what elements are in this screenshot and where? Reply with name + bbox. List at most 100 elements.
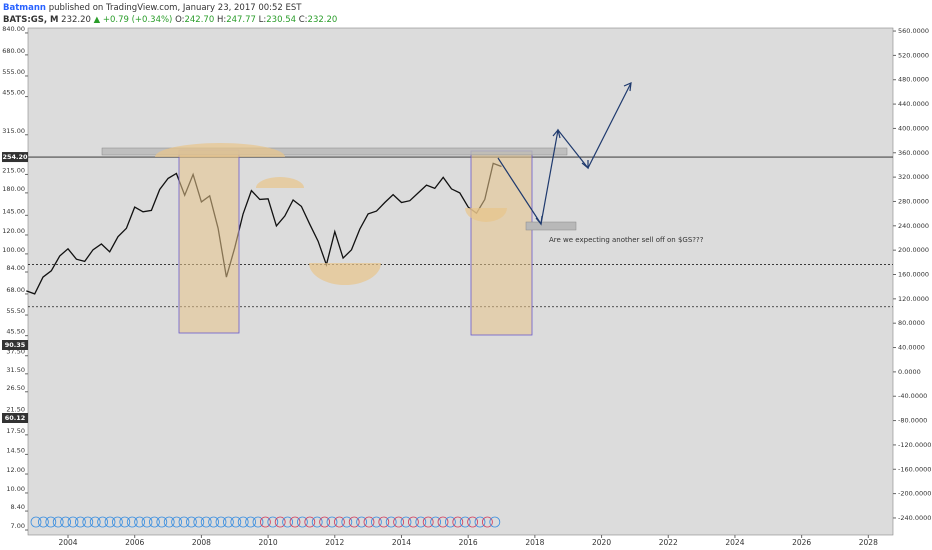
arc — [155, 143, 285, 157]
y-tick-label: 12.00 — [6, 466, 25, 474]
y2-tick-label: 520.0000 — [898, 51, 929, 59]
x-tick-label: 2010 — [259, 538, 278, 547]
o-label: O: — [175, 15, 184, 25]
y2-tick-label: 0.0000 — [898, 368, 921, 376]
indicator-circle — [444, 516, 456, 528]
y-tick-label: 14.50 — [6, 446, 25, 454]
y-tick-label: 180.00 — [2, 185, 25, 193]
y2-tick-label: -120.0000 — [898, 441, 931, 449]
indicator-circle — [126, 516, 138, 528]
highlight-box — [470, 150, 533, 336]
x-tick-label: 2026 — [792, 538, 811, 547]
y-tick-label: 21.50 — [6, 405, 25, 413]
y2-tick-label: -160.0000 — [898, 465, 931, 473]
indicator-circle — [185, 516, 197, 528]
high: 247.77 — [226, 15, 256, 25]
indicator-circle — [400, 516, 412, 528]
y2-tick-label: 360.0000 — [898, 149, 929, 157]
indicator-circle — [259, 516, 271, 528]
x-tick-label: 2020 — [592, 538, 611, 547]
plot-area — [27, 27, 894, 536]
indicator-circle — [141, 516, 153, 528]
indicator-circle — [326, 516, 338, 528]
indicator-circle — [311, 516, 323, 528]
indicator-circle — [304, 516, 316, 528]
y2-tick-label: -40.0000 — [898, 392, 927, 400]
x-tick-label: 2016 — [459, 538, 478, 547]
y-tick-label: 17.50 — [6, 427, 25, 435]
indicator-circle — [52, 516, 64, 528]
indicator-circle — [481, 516, 493, 528]
indicator-circle — [67, 516, 79, 528]
y-tick-label: 120.00 — [2, 227, 25, 235]
highlight-box — [178, 149, 240, 334]
price-label-box — [2, 152, 28, 163]
y-tick-label: 26.50 — [6, 384, 25, 392]
indicator-circle — [282, 516, 294, 528]
indicator-circle — [467, 516, 479, 528]
h-label: H: — [217, 15, 226, 25]
c-label: C: — [299, 15, 308, 25]
y-tick-label: 840.00 — [2, 25, 25, 33]
symbol: BATS:GS, M — [3, 15, 58, 25]
indicator-circle — [148, 516, 160, 528]
y-tick-label: 68.00 — [6, 286, 25, 294]
y-tick-label: 680.00 — [2, 47, 25, 55]
indicator-circle — [215, 516, 227, 528]
y2-tick-label: -80.0000 — [898, 417, 927, 425]
indicator-circle — [252, 516, 264, 528]
indicator-circle — [193, 516, 205, 528]
y-tick-label: 31.50 — [6, 366, 25, 374]
indicator-circle — [356, 516, 368, 528]
indicator-circle — [296, 516, 308, 528]
price-line-series — [26, 162, 502, 295]
indicator-circle — [45, 516, 57, 528]
indicator-circle — [363, 516, 375, 528]
y-tick-label: 7.00 — [11, 522, 25, 530]
y-tick-label: 100.00 — [2, 246, 25, 254]
arrow-head — [535, 82, 632, 226]
header-line-2: BATS:GS, M 232.20 ▲ +0.79 (+0.34%) O:242… — [3, 15, 337, 25]
indicator-circle — [60, 516, 71, 528]
y2-tick-label: -200.0000 — [898, 490, 931, 498]
y-tick-label: 215.00 — [2, 166, 25, 174]
indicator-circle — [200, 516, 212, 528]
y2-tick-label: 480.0000 — [898, 76, 929, 84]
price-label: 60.12 — [5, 414, 26, 422]
indicator-circle — [119, 516, 131, 528]
y2-tick-label: 120.0000 — [898, 295, 929, 303]
open: 242.70 — [184, 15, 214, 25]
y-tick-label: 45.50 — [6, 328, 25, 336]
drawings — [101, 82, 632, 336]
last: 232.20 — [61, 15, 91, 25]
indicator-circle — [267, 516, 279, 528]
indicator-circle — [30, 516, 42, 528]
x-tick-label: 2006 — [125, 538, 144, 547]
x-tick-label: 2004 — [58, 538, 77, 547]
indicator-circle — [407, 516, 419, 528]
indicator-circle — [104, 516, 116, 528]
header-line-1: Batmann published on TradingView.com, Ja… — [3, 3, 302, 13]
x-tick-label: 2008 — [192, 538, 211, 547]
indicator-circle — [459, 516, 471, 528]
indicator-circle — [333, 516, 345, 528]
indicator-circle — [89, 516, 101, 528]
indicator-circle — [289, 516, 301, 528]
indicator-circle — [237, 516, 249, 528]
indicator-circle — [208, 516, 220, 528]
x-tick-label: 2012 — [325, 538, 344, 547]
indicator-circle — [437, 516, 449, 528]
indicator-circle — [112, 516, 123, 528]
y-tick-label: 555.00 — [2, 68, 25, 76]
indicator-circle — [222, 516, 234, 528]
y-tick-label: 37.50 — [6, 348, 25, 356]
indicator-circle — [230, 516, 242, 528]
indicator-circle — [319, 516, 331, 528]
y2-tick-label: -240.0000 — [898, 514, 931, 522]
indicator-circle — [341, 516, 353, 528]
indicator-circle — [370, 516, 382, 528]
arc — [256, 177, 304, 188]
indicator-circle — [452, 516, 464, 528]
y2-tick-label: 560.0000 — [898, 27, 929, 35]
